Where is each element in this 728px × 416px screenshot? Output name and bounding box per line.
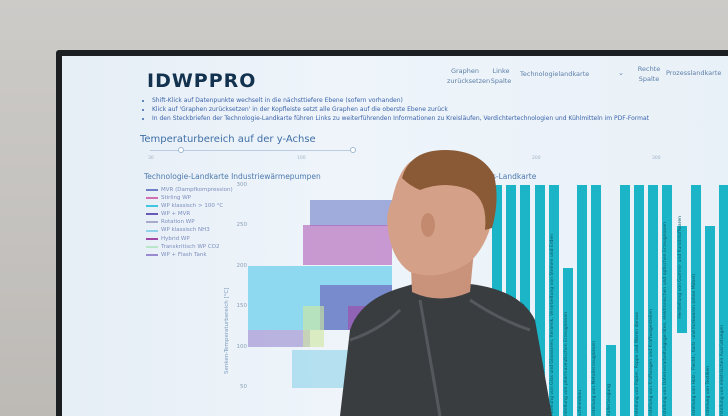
slider-tick: 100: [297, 156, 306, 161]
legend-label: Transkritisch WP CO2: [161, 243, 220, 250]
left-column-select[interactable]: Technologielandkarte ⌄: [514, 66, 630, 84]
legend-item[interactable]: MVR (Dampfkompression): [146, 186, 233, 194]
range-rect-mvr[interactable]: [310, 200, 392, 226]
instructions-list: Shift-Klick auf Datenpunkte wechselt in …: [142, 96, 649, 123]
bar[interactable]: Erzeugnissen, Verarbeitung von bespielte…: [520, 185, 531, 416]
app-title: IDWPPRO: [147, 70, 257, 92]
legend-label: MVR (Dampfkompression): [161, 187, 233, 193]
bar[interactable]: Herstellung von Glas und Glaswaren, Kera…: [548, 185, 559, 416]
legend-swatch: [146, 237, 158, 240]
legend-swatch: [146, 189, 158, 192]
legend-label: WP + Flash Tank: [161, 251, 207, 258]
chart-legend: MVR (Dampfkompression) Stirling WP WP klas…: [146, 186, 233, 259]
legend-item[interactable]: Hybrid WP: [146, 235, 233, 243]
bar[interactable]: [619, 185, 630, 416]
legend-swatch: [146, 245, 158, 248]
temperature-range-slider[interactable]: [150, 147, 356, 153]
bar[interactable]: Herstellung von Textilien: [705, 226, 715, 416]
range-rect-transkritisch[interactable]: [303, 306, 324, 347]
legend-swatch: [146, 197, 158, 200]
legend-item[interactable]: WP + Flash Tank: [146, 251, 233, 259]
legend-label: Hybrid WP: [161, 235, 190, 242]
y-tick: 150: [236, 303, 248, 309]
person-ear: [421, 213, 435, 237]
instruction-item: In den Steckbriefen der Technologie-Land…: [152, 114, 649, 123]
legend-swatch: [146, 229, 158, 232]
legend-label: Rotation WP: [161, 219, 195, 226]
y-tick: 50: [240, 384, 247, 390]
legend-item[interactable]: WP + MVR: [146, 210, 233, 218]
chevron-down-icon: ⌄: [618, 69, 624, 77]
legend-label: WP klassisch > 100 °C: [161, 203, 224, 210]
bar[interactable]: Metallerzeugung: [605, 345, 616, 416]
slider-handle-min[interactable]: [178, 147, 184, 153]
legend-label: WP + MVR: [161, 211, 191, 218]
legend-swatch: [146, 213, 158, 216]
y-tick: 200: [236, 263, 248, 269]
left-column-label: Linke Spalte: [490, 67, 512, 85]
range-rect-flash-tank[interactable]: [248, 330, 310, 347]
legend-label: Stirling WP: [161, 195, 191, 202]
bar[interactable]: Maschinenbau: [577, 185, 588, 416]
y-tick: 250: [236, 222, 248, 228]
legend-item[interactable]: Transkritisch WP CO2: [146, 243, 233, 251]
right-column-select[interactable]: Prozesslandkarte: [666, 69, 722, 77]
person-shirt: [340, 282, 552, 416]
legend-swatch: [146, 221, 158, 224]
slider-tick: 200: [532, 156, 541, 161]
temperature-range-label: Temperaturbereich auf der y-Achse: [140, 134, 316, 145]
bar[interactable]: Herstellung von Metallerzeugnissen: [591, 185, 602, 416]
y-tick: 300: [236, 182, 248, 188]
legend-item[interactable]: Stirling WP: [146, 194, 233, 202]
legend-item[interactable]: WP klassisch NH3: [146, 226, 233, 234]
bar[interactable]: Herstellung von elektrischen Ausrüstunge…: [719, 185, 728, 416]
right-chart-title: s-Landkarte: [492, 172, 537, 181]
legend-swatch: [146, 205, 158, 208]
instruction-item: Klick auf 'Graphen zurücksetzen' in der …: [152, 105, 649, 114]
right-column-label: Rechte Spalte: [637, 65, 661, 83]
bar[interactable]: Herstellung von Datenverarbeitungsgeräte…: [662, 185, 673, 416]
left-column-value: Technologielandkarte: [520, 70, 590, 78]
y-tick: 100: [236, 344, 248, 350]
bar[interactable]: Herstellung von Holz-, Flecht-, Korb- un…: [690, 185, 701, 416]
bar[interactable]: Herstellung von Kraftwagen und Kraftwage…: [648, 185, 659, 416]
legend-swatch: [146, 253, 158, 256]
shirt-folds: [349, 298, 531, 416]
slider-tick: 300: [652, 156, 661, 161]
bar[interactable]: [534, 185, 545, 416]
legend-item[interactable]: WP klassisch > 100 °C: [146, 202, 233, 210]
bar[interactable]: Herstellung von Gummi- und Kunststoffwar…: [676, 216, 687, 333]
slider-tick: 30: [148, 156, 154, 161]
person-hair: [402, 150, 497, 230]
slider-handle-max[interactable]: [350, 147, 356, 153]
legend-item[interactable]: Rotation WP: [146, 218, 233, 226]
bar[interactable]: Herstellung von Papier, Pappe und Waren …: [634, 185, 644, 416]
legend-label: WP klassisch NH3: [161, 227, 210, 234]
left-chart-title: Technologie-Landkarte Industriewärmepump…: [144, 172, 321, 181]
range-rect-stirling[interactable]: [303, 225, 392, 265]
instruction-item: Shift-Klick auf Datenpunkte wechselt in …: [152, 96, 649, 105]
reset-graphs-button[interactable]: Graphen zurücksetzen: [447, 67, 491, 85]
bar[interactable]: Herstellung von pharmazeutischen Erzeugn…: [563, 268, 573, 416]
